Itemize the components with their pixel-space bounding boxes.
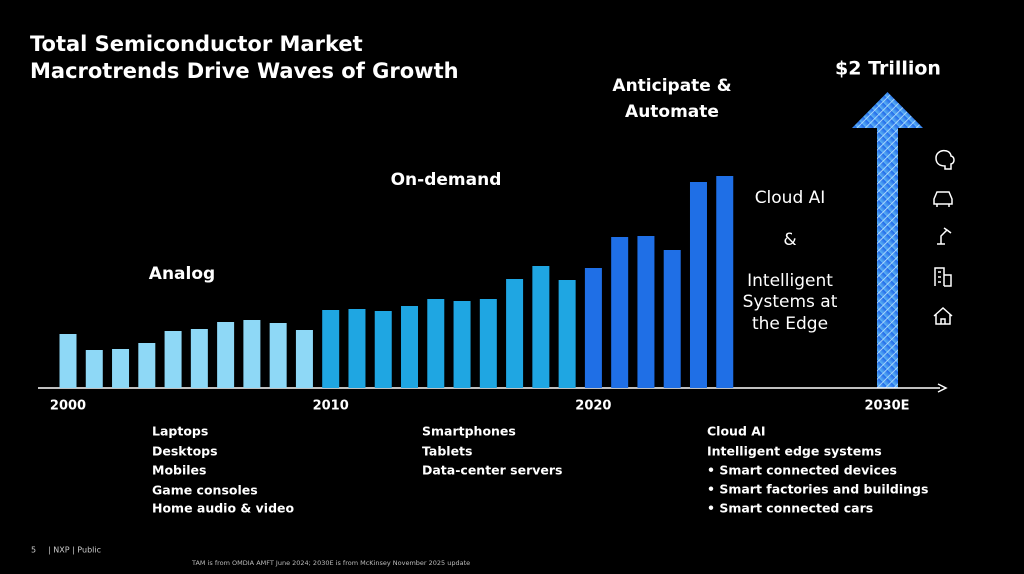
driver-item: Laptops	[152, 424, 208, 439]
driver-item: Mobiles	[152, 463, 206, 478]
driver-item: Desktops	[152, 444, 218, 459]
bar	[85, 350, 103, 388]
building-icon	[934, 267, 952, 287]
edge-text: &	[783, 230, 796, 250]
bar	[637, 236, 655, 388]
driver-item: Smartphones	[422, 424, 516, 439]
home-icon	[933, 306, 953, 325]
bar	[427, 299, 445, 388]
driver-item: Tablets	[422, 444, 472, 459]
driver-item: • Smart connected cars	[707, 501, 873, 516]
title: Total Semiconductor Market	[30, 32, 363, 56]
bar	[663, 250, 681, 388]
driver-item: Game consoles	[152, 483, 258, 498]
bar	[479, 299, 497, 388]
x-tick-label: 2020	[575, 399, 611, 414]
page-number: 5	[31, 546, 36, 555]
era-label: Automate	[625, 102, 719, 122]
bar	[532, 266, 550, 388]
driver-item: Intelligent edge systems	[707, 444, 882, 459]
bar	[112, 349, 130, 388]
edge-text: Systems at	[743, 292, 838, 312]
era-label: Anticipate &	[612, 76, 731, 96]
x-tick-label: 2030E	[864, 399, 909, 414]
forecast-label: $2 Trillion	[835, 58, 941, 80]
bar	[217, 322, 235, 388]
car-icon	[933, 191, 953, 207]
forecast-arrow	[852, 92, 923, 388]
bar	[269, 323, 287, 388]
era-label: Analog	[149, 264, 215, 284]
x-tick-label: 2000	[50, 399, 86, 414]
edge-text: the Edge	[752, 314, 828, 334]
axis-arrowhead	[937, 383, 948, 393]
driver-item: • Smart connected devices	[707, 463, 897, 478]
bar	[506, 279, 524, 388]
driver-item: Data-center servers	[422, 463, 562, 478]
robot-icon	[937, 227, 952, 245]
x-tick-label: 2010	[313, 399, 349, 414]
source-note: TAM is from OMDIA AMFT June 2024; 2030E …	[191, 559, 470, 567]
bar	[348, 309, 366, 388]
brain-icon	[935, 149, 955, 170]
bar	[190, 329, 208, 388]
era-label: On-demand	[391, 170, 502, 190]
bar	[453, 301, 471, 388]
bar	[401, 306, 419, 388]
driver-item: Home audio & video	[152, 501, 295, 516]
driver-item: • Smart factories and buildings	[707, 482, 928, 497]
bar	[374, 311, 392, 388]
bar	[243, 320, 261, 388]
driver-item: Cloud AI	[707, 424, 766, 439]
bar	[322, 310, 340, 388]
edge-text: Intelligent	[747, 271, 833, 291]
title: Macrotrends Drive Waves of Growth	[30, 59, 459, 83]
bar	[716, 176, 734, 388]
bar	[611, 237, 629, 388]
bar	[59, 334, 77, 388]
bar	[689, 182, 707, 388]
bar	[584, 268, 602, 388]
bar	[558, 280, 576, 388]
footer-label: | NXP | Public	[48, 546, 101, 555]
icons	[933, 149, 955, 325]
bar	[295, 330, 313, 388]
bar	[138, 343, 156, 388]
edge-text: Cloud AI	[755, 188, 826, 208]
bar	[164, 331, 182, 388]
